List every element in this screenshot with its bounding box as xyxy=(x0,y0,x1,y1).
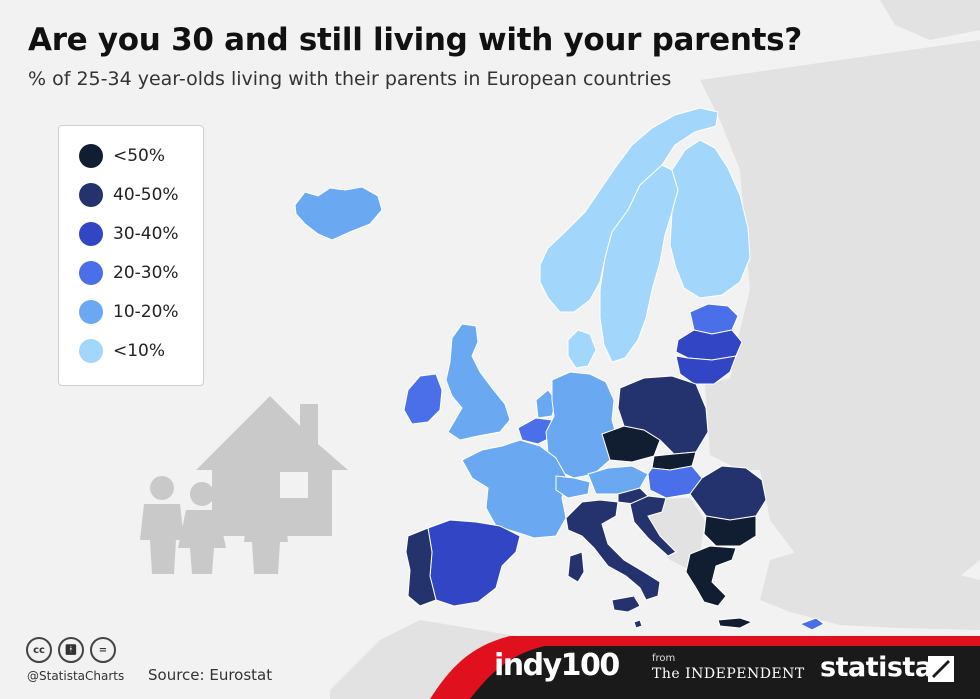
legend-label: <10% xyxy=(113,341,166,361)
legend-swatch xyxy=(79,261,103,285)
nd-icon: = xyxy=(90,637,116,663)
footer-band xyxy=(430,636,980,699)
legend-item: 20-30% xyxy=(79,260,179,286)
region-greece xyxy=(685,545,737,607)
region-sweden xyxy=(599,164,679,363)
chart-subtitle: % of 25-34 year-olds living with their p… xyxy=(28,68,672,90)
legend-label: 30-40% xyxy=(113,224,179,244)
turkey-land xyxy=(760,545,980,630)
region-lithuania xyxy=(675,355,737,385)
legend-item: 40-50% xyxy=(79,182,179,208)
chart-title: Are you 30 and still living with your pa… xyxy=(28,22,802,58)
region-spain xyxy=(427,519,521,607)
region-crete xyxy=(717,617,754,629)
region-malta xyxy=(633,619,643,629)
legend-label: <50% xyxy=(113,146,166,166)
countries xyxy=(294,107,825,631)
independent-logo[interactable]: The INDEPENDENT xyxy=(652,666,805,682)
by-icon: 🚹︎ xyxy=(58,637,84,663)
legend-label: 20-30% xyxy=(113,263,179,283)
legend-swatch xyxy=(79,183,103,207)
balkans-land xyxy=(640,498,705,570)
region-estonia xyxy=(689,303,739,335)
legend-item: <50% xyxy=(79,143,165,169)
family-house-illustration xyxy=(140,396,348,574)
belarus-ukraine-land xyxy=(705,370,790,470)
region-switzerland xyxy=(555,475,591,499)
footer-dark-band xyxy=(470,646,980,699)
region-germany xyxy=(545,371,619,479)
region-portugal xyxy=(405,527,437,607)
legend-swatch xyxy=(79,339,103,363)
indy100-logo[interactable]: indy100 xyxy=(494,648,620,683)
legend-item: <10% xyxy=(79,338,165,364)
region-iceland xyxy=(294,186,383,241)
person-icon xyxy=(244,478,288,574)
statista-credit: @StatistaCharts xyxy=(27,669,125,683)
legend-swatch xyxy=(79,300,103,324)
region-bulgaria xyxy=(703,515,757,547)
region-cyprus xyxy=(798,617,825,631)
legend-label: 40-50% xyxy=(113,185,179,205)
legend: <50% 40-50% 30-40% 20-30% 10-20% <10% xyxy=(58,125,204,386)
statista-logo-icon xyxy=(928,656,954,682)
region-croatia xyxy=(629,495,677,557)
region-sardinia xyxy=(567,551,585,583)
legend-item: 30-40% xyxy=(79,221,179,247)
statista-logo[interactable]: statista xyxy=(820,652,933,683)
legend-swatch xyxy=(79,222,103,246)
region-romania xyxy=(689,465,767,521)
region-sicily xyxy=(611,595,641,613)
region-finland xyxy=(669,139,751,299)
license-icons: cc 🚹︎ = xyxy=(26,637,116,663)
region-austria xyxy=(587,465,649,495)
region-uk xyxy=(445,323,511,441)
region-ireland xyxy=(403,373,443,425)
person-icon xyxy=(140,476,184,574)
greenland-land xyxy=(880,0,980,40)
house-window xyxy=(280,472,308,498)
from-label: from xyxy=(652,653,676,664)
legend-label: 10-20% xyxy=(113,302,179,322)
region-denmark xyxy=(567,329,597,369)
legend-item: 10-20% xyxy=(79,299,179,325)
region-latvia xyxy=(675,329,743,361)
cc-icon: cc xyxy=(26,637,52,663)
house-icon xyxy=(196,396,348,536)
person-icon xyxy=(178,482,226,574)
region-italy xyxy=(565,499,661,601)
source-note: Source: Eurostat xyxy=(148,666,273,684)
legend-swatch xyxy=(79,144,103,168)
region-norway xyxy=(539,107,719,313)
